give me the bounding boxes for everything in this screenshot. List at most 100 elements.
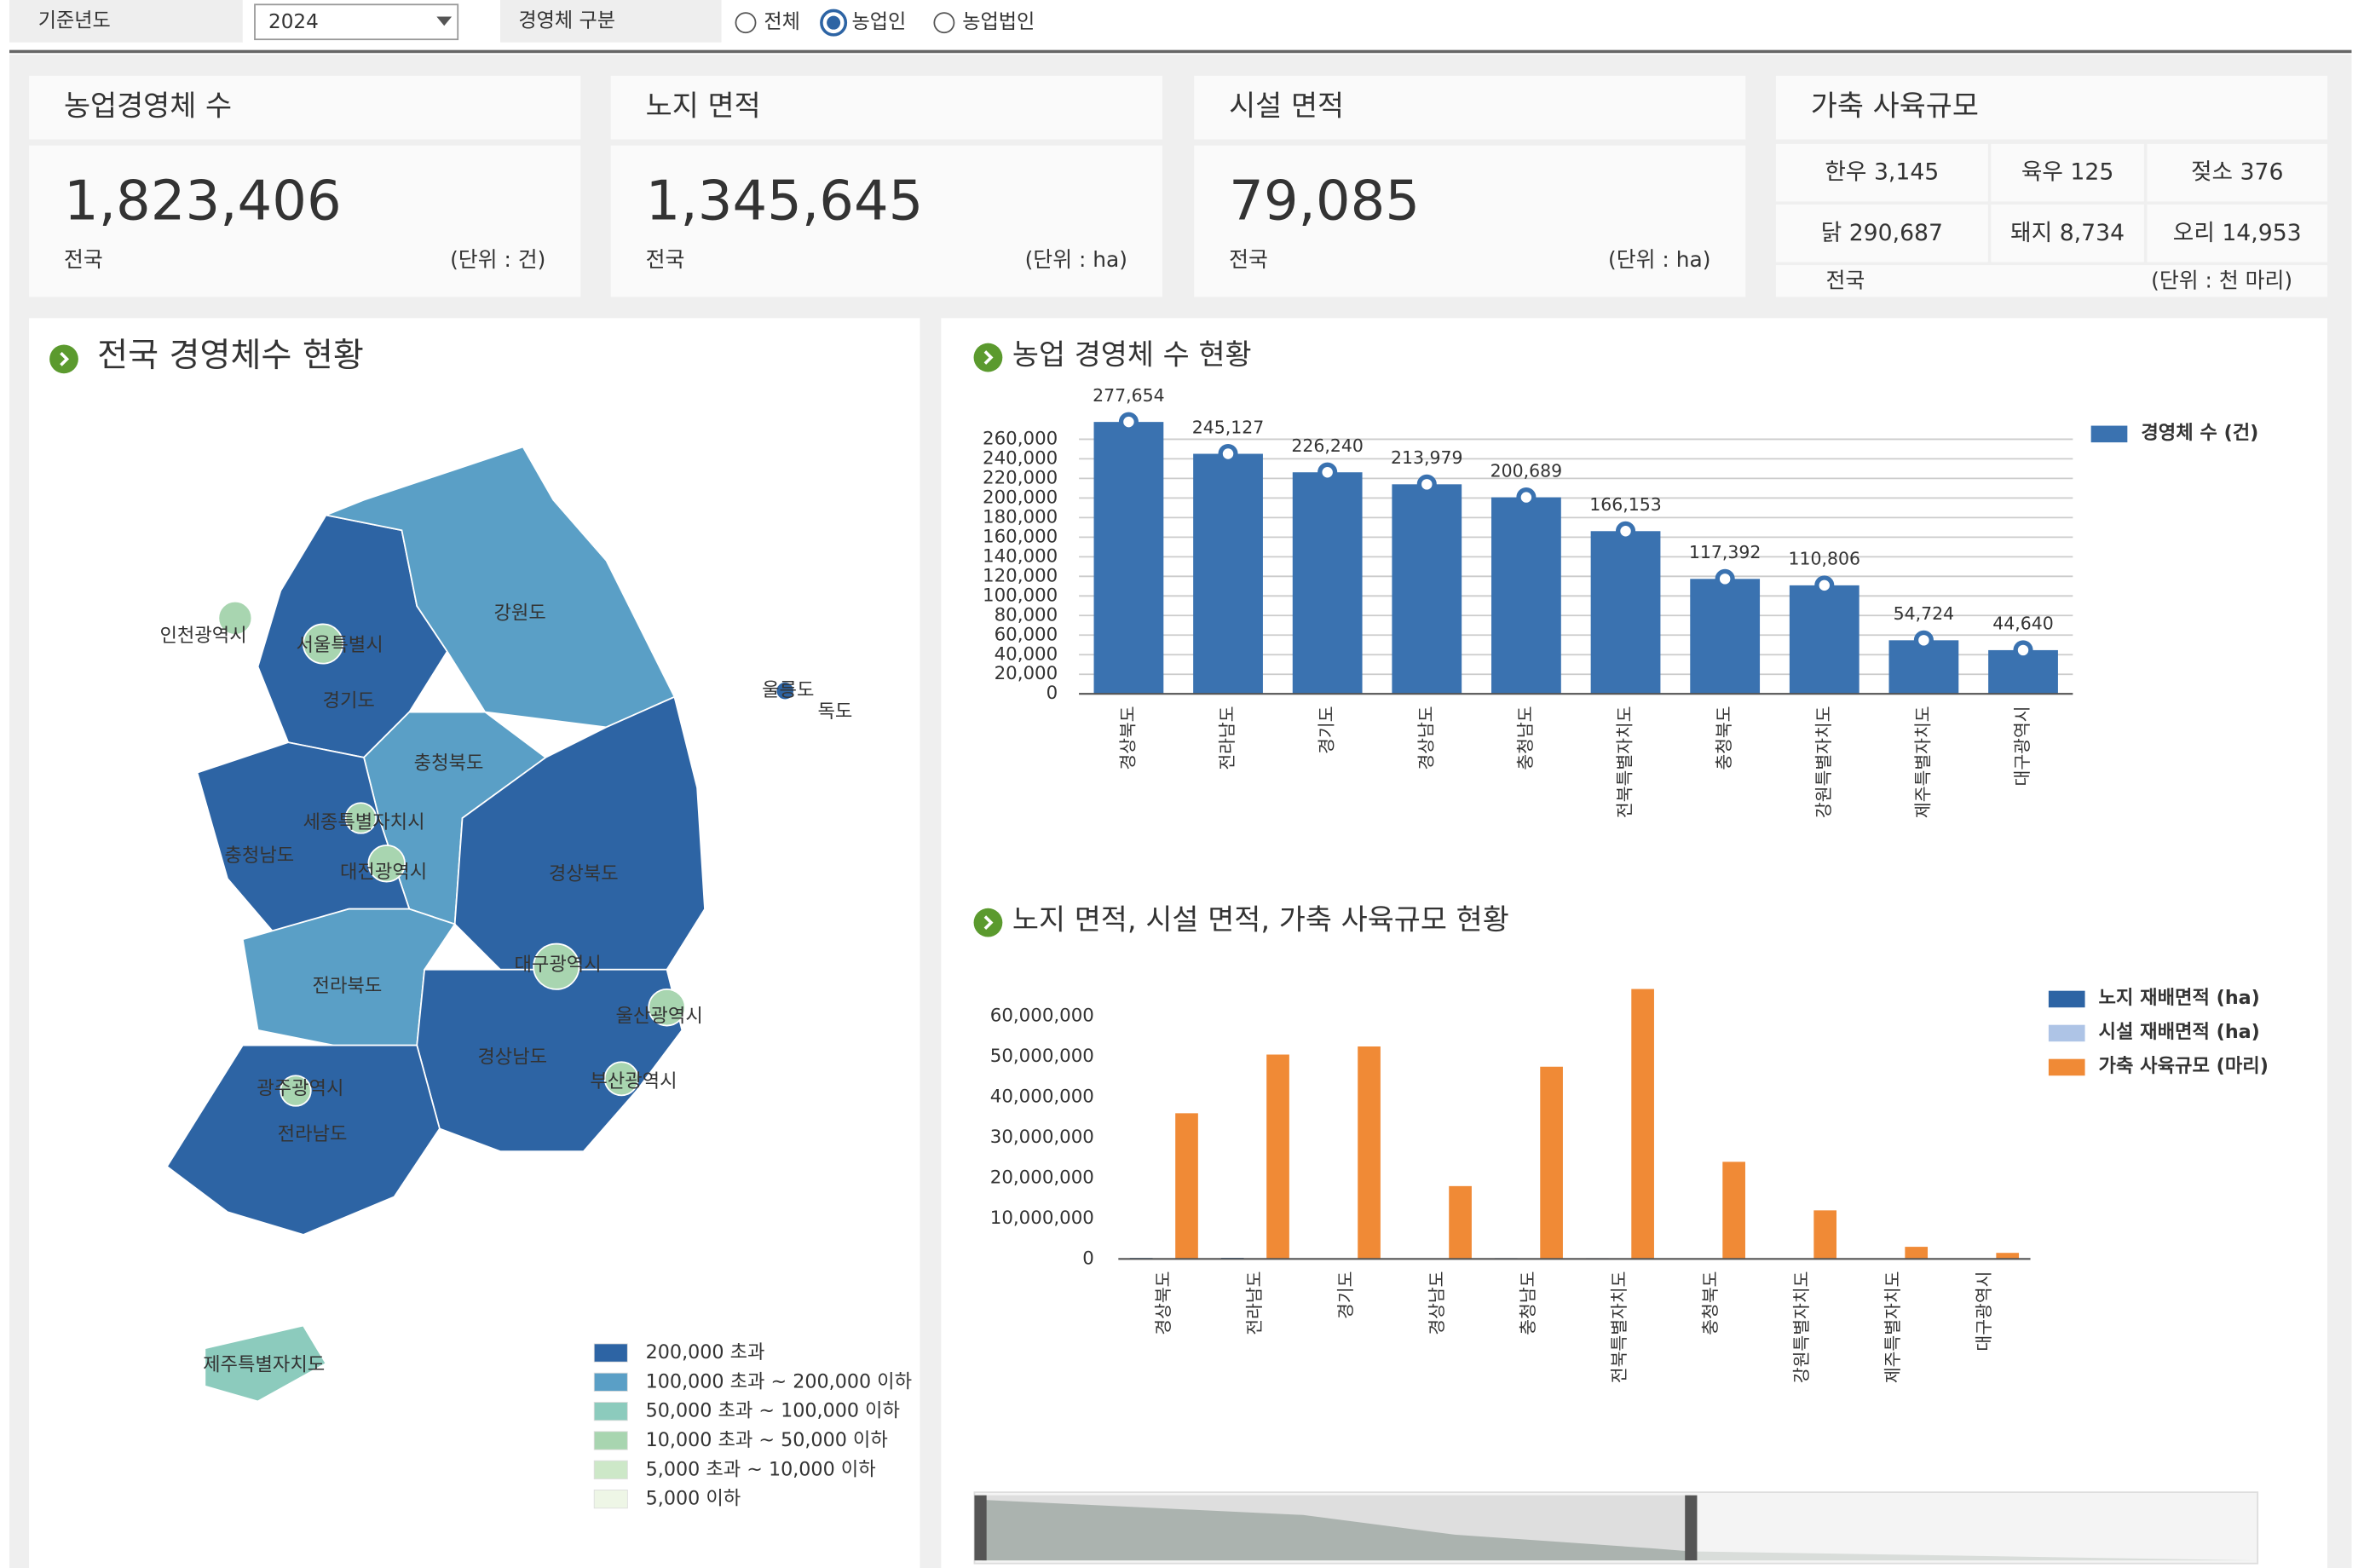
bar[interactable] (1789, 585, 1859, 695)
map-region[interactable] (533, 943, 580, 990)
section-icon (973, 343, 1003, 372)
map-legend-swatch (593, 1343, 628, 1363)
y-tick-label: 200,000 (983, 487, 1058, 508)
value-label: 226,240 (1291, 435, 1364, 456)
map-region[interactable] (603, 1061, 639, 1097)
map-legend-label: 100,000 초과 ~ 200,000 이하 (646, 1370, 912, 1392)
map-region[interactable] (165, 1044, 441, 1236)
x-tick-label: 경상남도 (1416, 706, 1436, 770)
livestock-cell (1775, 205, 1988, 262)
legend-swatch (2048, 990, 2085, 1008)
map-legend-label: 5,000 이하 (646, 1488, 741, 1510)
y-tick-label: 160,000 (983, 526, 1058, 547)
livestock-value: 3,145 (1874, 159, 1939, 185)
map-region-label: 경상남도 (477, 1046, 547, 1068)
y-tick-label: 40,000,000 (990, 1086, 1094, 1107)
y-tick-label: 50,000,000 (990, 1046, 1094, 1067)
y-tick-label: 260,000 (983, 428, 1058, 449)
value-label: 213,979 (1391, 447, 1463, 468)
bar[interactable] (1266, 1054, 1289, 1260)
livestock-cell (2147, 143, 2327, 202)
map-region[interactable] (217, 600, 253, 636)
select-arrow (436, 16, 453, 26)
y-tick-label: 140,000 (983, 545, 1058, 567)
bar[interactable] (1392, 484, 1462, 695)
bar[interactable] (1093, 422, 1164, 695)
bar[interactable] (1996, 1253, 2020, 1260)
value-label: 166,153 (1589, 494, 1662, 515)
bar[interactable] (1358, 1046, 1381, 1260)
zoom-handle-left[interactable] (974, 1495, 987, 1561)
card-title: 가축 사육규모 (1811, 89, 1979, 123)
bar[interactable] (1690, 579, 1761, 695)
x-tick-label: 전라남도 (1217, 706, 1237, 770)
x-tick-label: 경상북도 (1153, 1271, 1173, 1335)
y-tick-label: 80,000 (995, 604, 1058, 625)
map-region[interactable] (204, 1324, 327, 1403)
card-header (610, 75, 1162, 140)
map-region-label: 부산광역시 (590, 1070, 677, 1092)
livestock-name: 한우 (1825, 159, 1866, 185)
map-region[interactable] (648, 989, 686, 1027)
section-title: 노지 면적, 시설 면적, 가축 사육규모 현황 (1012, 902, 1509, 936)
bar-marker (1416, 474, 1437, 494)
y-tick-label: 0 (1082, 1248, 1094, 1269)
livestock-value: 14,953 (2222, 219, 2301, 245)
radio-label: 농업인 (851, 11, 906, 33)
filter-label-box (9, 0, 243, 43)
bar[interactable] (1722, 1162, 1745, 1260)
radio-button[interactable] (735, 12, 757, 34)
bar[interactable] (1491, 497, 1561, 695)
y-tick-label: 180,000 (983, 506, 1058, 527)
bar-marker (1715, 568, 1735, 589)
card-body (610, 145, 1162, 297)
radio-button[interactable] (933, 12, 955, 34)
bar[interactable] (1905, 1247, 1929, 1260)
bar[interactable] (1292, 472, 1363, 695)
x-tick-label: 충청북도 (1700, 1271, 1721, 1335)
map-legend-swatch (593, 1490, 628, 1509)
section-icon-arrow (60, 351, 70, 366)
map-region[interactable] (280, 1075, 312, 1107)
bar[interactable] (1813, 1210, 1836, 1260)
bar[interactable] (1449, 1185, 1472, 1260)
map-region[interactable] (344, 802, 378, 834)
map-region-label: 인천광역시 (159, 625, 246, 647)
filter-label: 경영체 구분 (518, 9, 615, 32)
map-region-label: 강원도 (493, 602, 545, 625)
map-region-label: 경기도 (323, 690, 375, 712)
bar[interactable] (1175, 1113, 1198, 1260)
livestock-space (2233, 159, 2240, 185)
zoom-handle-right[interactable] (1685, 1495, 1698, 1561)
x-tick-label: 경기도 (1335, 1271, 1356, 1319)
livestock-cell (1775, 143, 1988, 202)
bar[interactable] (1631, 989, 1654, 1260)
bar[interactable] (1540, 1066, 1563, 1260)
year-select[interactable] (254, 3, 459, 41)
livestock-item: 오리 14,953 (2173, 219, 2302, 245)
bar-marker (1913, 630, 1934, 650)
zoom-window[interactable] (982, 1495, 1692, 1561)
map-region[interactable] (367, 845, 406, 883)
filter-label-box (500, 0, 722, 43)
map-region-label: 대전광역시 (340, 862, 427, 884)
map-region[interactable] (302, 623, 343, 665)
map-region-label: 대구광역시 (514, 954, 601, 976)
map-region-label: 울산광역시 (616, 1005, 703, 1027)
y-tick-label: 240,000 (983, 447, 1058, 469)
zoom-preview-rest (1691, 1551, 2258, 1561)
card-region: 전국 (646, 247, 685, 272)
bar[interactable] (1193, 453, 1263, 695)
x-tick-label: 충청북도 (1714, 706, 1734, 770)
value-label: 110,806 (1789, 549, 1861, 569)
map-region-label: 충청남도 (224, 845, 294, 867)
bar-marker (1218, 443, 1238, 464)
card-unit: (단위 : 천 마리) (2151, 268, 2292, 293)
y-tick-label: 220,000 (983, 467, 1058, 488)
map-region[interactable] (775, 681, 795, 701)
y-tick-label: 60,000 (995, 624, 1058, 645)
bar[interactable] (1590, 531, 1661, 695)
livestock-item: 돼지 8,734 (2010, 219, 2125, 245)
filter-divider (9, 49, 2352, 54)
livestock-item: 젖소 376 (2191, 159, 2283, 185)
